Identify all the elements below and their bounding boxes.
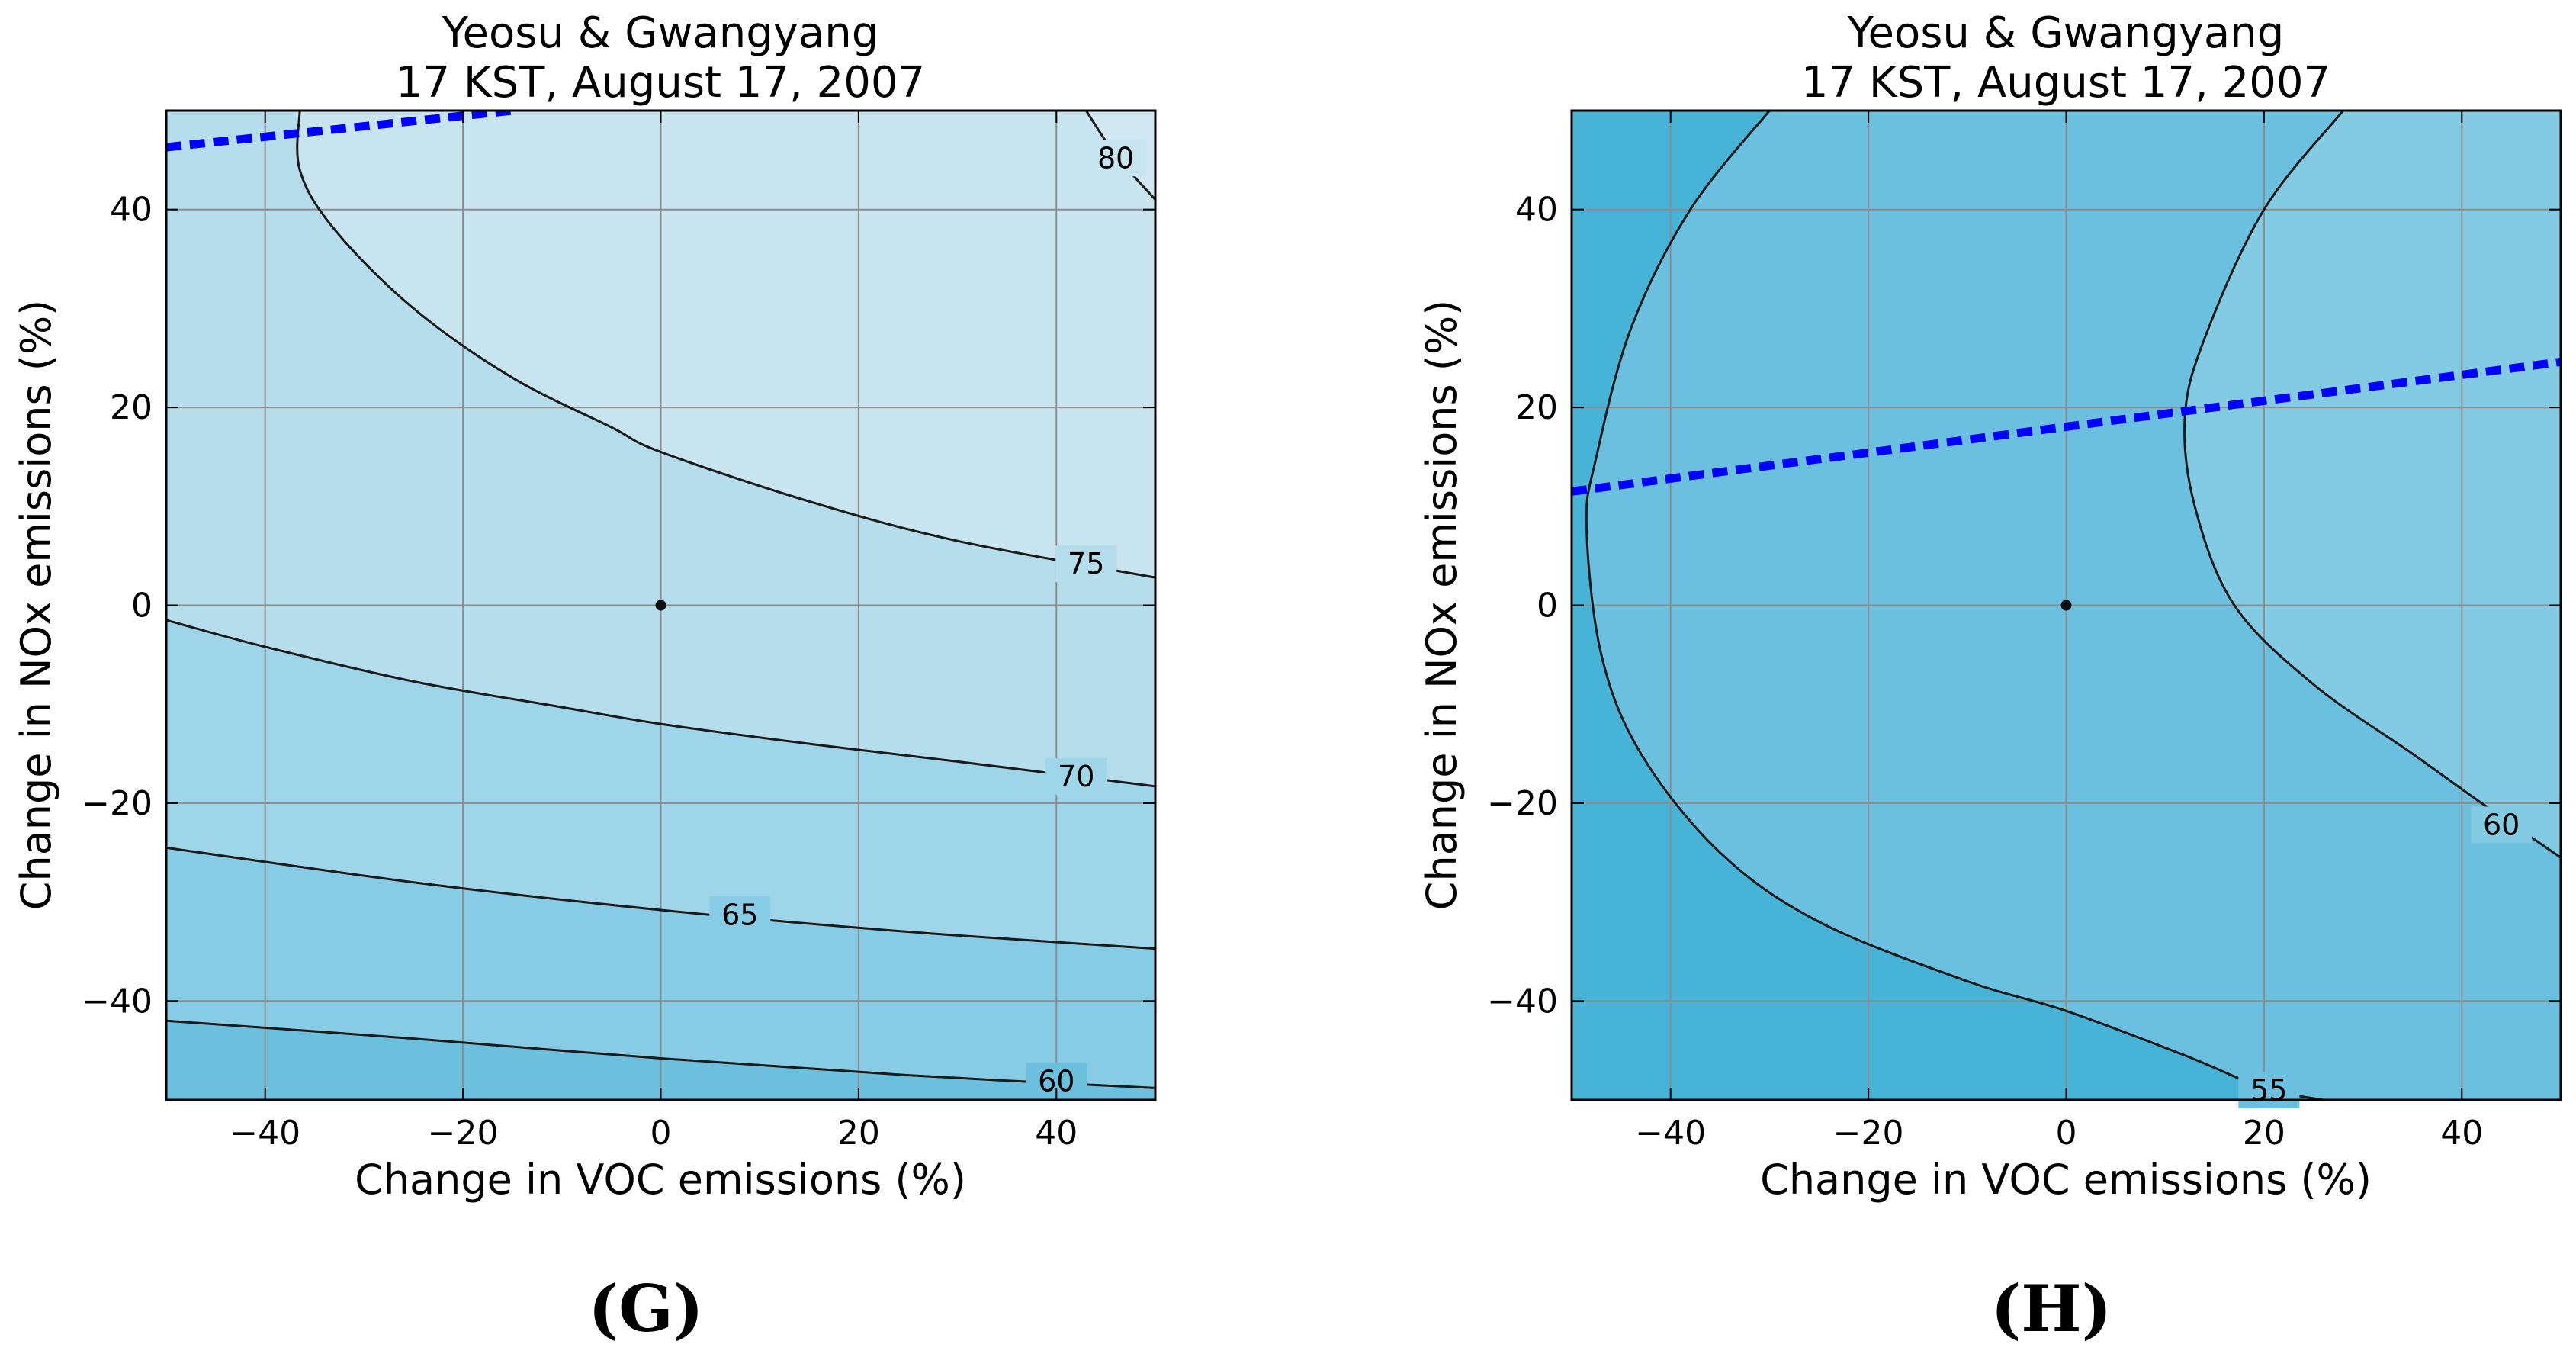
panel-h-contour-label-bg xyxy=(2471,806,2533,844)
panel-h-contour-labels: 55 60 xyxy=(2238,806,2533,1109)
panel-g-y-ticks: −40 −20 0 20 40 xyxy=(82,191,1155,1021)
panel-g-contour-65 xyxy=(166,846,1155,950)
panel-h-letter: (H) xyxy=(1991,1271,2112,1346)
panel-g-x-axis-label: Change in VOC emissions (%) xyxy=(355,1156,966,1204)
panel-g-contour-label-bg xyxy=(1085,140,1147,177)
panel-g-ridge-dashed-line xyxy=(166,111,513,152)
panel-h-x-tick-label: 20 xyxy=(2243,1114,2285,1153)
panel-g-y-axis-label: Change in NOx emissions (%) xyxy=(12,300,60,910)
panel-g-contour-label-75: 75 xyxy=(1068,547,1104,580)
panel-h-fill-band xyxy=(2184,111,2561,858)
panel-h-x-tick-label: −20 xyxy=(1833,1114,1904,1153)
panel-g-y-tick-label: 20 xyxy=(110,388,153,427)
panel-g-contour-label-65: 65 xyxy=(721,898,758,931)
panel-g-contour-70 xyxy=(166,619,1155,788)
panel-g-x-tick-label: −20 xyxy=(428,1114,499,1153)
panel-g-y-tick-label: −20 xyxy=(82,784,153,823)
panel-g-contour-label-80: 80 xyxy=(1097,141,1134,175)
panel-g-x-tick-label: 40 xyxy=(1035,1114,1078,1153)
panel-h-contour-label-60: 60 xyxy=(2483,808,2520,841)
panel-h-y-tick-label: −20 xyxy=(1487,784,1558,823)
panel-g-contour-60 xyxy=(166,1019,1155,1089)
panel-g-y-tick-label: 0 xyxy=(131,587,153,625)
panel-h-y-ticks: −40 −20 0 20 40 xyxy=(1487,191,2561,1021)
panel-h-ridge-dashed-line xyxy=(1572,357,2561,496)
panel-g-ridge-line xyxy=(166,111,513,152)
panel-h-x-tick-label: 0 xyxy=(2056,1114,2077,1153)
panel-h-x-ticks: −40 −20 0 20 40 xyxy=(1635,111,2483,1153)
panel-h-ridge-line xyxy=(1572,357,2561,496)
panel-g-base-point xyxy=(655,600,666,611)
panel-g-contour-label-bg xyxy=(1045,757,1107,795)
panel-g-y-tick-label: 40 xyxy=(110,191,153,230)
panel-h-grid xyxy=(1572,111,2561,1100)
panel-h-title-line2: 17 KST, August 17, 2007 xyxy=(1801,58,2330,108)
panel-h-x-tick-label: −40 xyxy=(1635,1114,1706,1153)
panel-g-chart: Yeosu & Gwangyang 17 KST, August 17, 200… xyxy=(12,8,1157,1346)
panel-h-chart: Yeosu & Gwangyang 17 KST, August 17, 200… xyxy=(1418,8,2562,1346)
panel-g-x-tick-label: −40 xyxy=(230,1114,300,1153)
panel-h-contour-label-55: 55 xyxy=(2250,1073,2287,1107)
panel-g-contour-label-bg xyxy=(1055,545,1117,583)
panel-h-title-line1: Yeosu & Gwangyang xyxy=(1847,8,2284,58)
panel-h-base-point xyxy=(2060,600,2072,611)
panel-h-contour-55 xyxy=(1585,111,2324,1100)
panel-g-x-ticks: −40 −20 0 20 40 xyxy=(230,111,1078,1153)
panel-g-title-line2: 17 KST, August 17, 2007 xyxy=(396,58,925,108)
panel-h-contour-label-bg xyxy=(2238,1072,2300,1109)
panel-h-y-tick-label: 40 xyxy=(1515,191,1558,230)
panel-g-title-line1: Yeosu & Gwangyang xyxy=(442,8,878,58)
panel-g-contour-lines xyxy=(166,111,1155,1089)
panel-g-letter: (G) xyxy=(588,1271,703,1346)
panel-h-contour-60 xyxy=(2183,111,2561,859)
panel-h-y-tick-label: 0 xyxy=(1537,587,1558,625)
panel-g-base-point-dot xyxy=(655,600,666,611)
panel-g-contour-label-bg xyxy=(709,896,771,934)
panel-h-x-tick-label: 40 xyxy=(2440,1114,2483,1153)
panel-g-y-tick-label: −40 xyxy=(82,982,153,1021)
panel-h-y-tick-label: 20 xyxy=(1515,388,1558,427)
panel-g-contour-75 xyxy=(296,111,1155,579)
panel-h-base-point-dot xyxy=(2060,600,2072,611)
panel-h-y-axis-label: Change in NOx emissions (%) xyxy=(1418,300,1466,910)
panel-g-x-tick-label: 0 xyxy=(650,1114,672,1153)
panel-g-fill-band xyxy=(297,111,1155,578)
panel-g-contour-label-70: 70 xyxy=(1058,760,1094,793)
panel-g-x-tick-label: 20 xyxy=(837,1114,880,1153)
panel-h-contour-lines xyxy=(1585,111,2561,1100)
panel-h-x-axis-label: Change in VOC emissions (%) xyxy=(1760,1156,2372,1204)
panel-h-y-tick-label: −40 xyxy=(1487,982,1558,1021)
